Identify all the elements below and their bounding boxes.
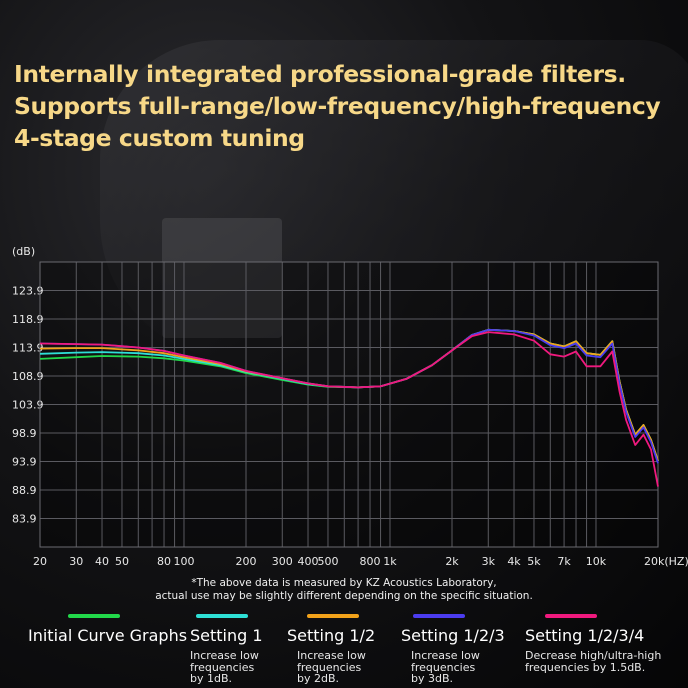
x-tick-label: 3k	[482, 555, 496, 568]
y-tick-label: 118.9	[12, 313, 44, 326]
x-tick-label: 200	[236, 555, 257, 568]
x-tick-label: 50	[115, 555, 129, 568]
x-tick-label: 10k	[586, 555, 607, 568]
legend-desc-setting-1234: Decrease high/ultra-high frequencies by …	[525, 649, 662, 674]
measurement-note-line-2: actual use may be slightly different dep…	[155, 590, 533, 602]
legend-desc-setting-123: Increase low frequencies by 3dB.	[411, 649, 480, 685]
dip-switch-background	[162, 218, 282, 338]
x-tick-label: 2k	[445, 555, 459, 568]
x-tick-label: 20k(HZ)	[644, 555, 688, 568]
y-tick-label: 83.9	[12, 513, 37, 526]
y-tick-label: 108.9	[12, 370, 44, 383]
headline-line-2: Supports full-range/low-frequency/high-f…	[14, 92, 661, 120]
y-tick-label: 103.9	[12, 399, 44, 412]
x-tick-label: 30	[69, 555, 83, 568]
x-tick-label: 100	[173, 555, 194, 568]
plot-border	[39, 261, 659, 548]
headline-line-1: Internally integrated professional-grade…	[14, 60, 626, 88]
y-tick-label: 93.9	[12, 456, 37, 469]
legend-label-setting-12: Setting 1/2	[287, 626, 376, 645]
headline-line-3: 4-stage custom tuning	[14, 124, 305, 152]
legend-label-initial: Initial Curve Graphs	[28, 626, 188, 645]
legend-swatch-setting-12	[307, 614, 359, 618]
legend-label-setting-1234: Setting 1/2/3/4	[525, 626, 645, 645]
legend-desc-setting-12: Increase low frequencies by 2dB.	[297, 649, 366, 685]
headline: Internally integrated professional-grade…	[14, 58, 661, 154]
measurement-note-line-1: *The above data is measured by KZ Acoust…	[191, 577, 497, 589]
x-tick-label: 4k	[507, 555, 521, 568]
x-tick-label: 20	[33, 555, 47, 568]
legend-label-setting-123: Setting 1/2/3	[401, 626, 505, 645]
y-tick-label: 113.9	[12, 342, 44, 355]
measurement-note: *The above data is measured by KZ Acoust…	[0, 577, 688, 603]
x-tick-label: 1k	[383, 555, 397, 568]
legend-swatch-initial	[68, 614, 120, 618]
legend-swatch-setting-123	[413, 614, 465, 618]
x-tick-label: 80	[157, 555, 171, 568]
x-tick-label: 300	[272, 555, 293, 568]
x-tick-label: 800	[360, 555, 381, 568]
x-tick-label: 400	[298, 555, 319, 568]
y-tick-label: 88.9	[12, 484, 37, 497]
x-tick-label: 7k	[557, 555, 571, 568]
y-tick-label: 123.9	[12, 285, 44, 298]
legend-swatch-setting-1	[196, 614, 248, 618]
x-tick-label: 5k	[527, 555, 541, 568]
y-tick-label: 98.9	[12, 427, 37, 440]
y-axis-label: (dB)	[12, 245, 35, 258]
legend-label-setting-1: Setting 1	[190, 626, 263, 645]
legend-desc-setting-1: Increase low frequencies by 1dB.	[190, 649, 259, 685]
series-line-4	[39, 331, 659, 487]
legend-swatch-setting-1234	[545, 614, 597, 618]
x-tick-label: 500	[317, 555, 338, 568]
x-tick-label: 40	[95, 555, 109, 568]
